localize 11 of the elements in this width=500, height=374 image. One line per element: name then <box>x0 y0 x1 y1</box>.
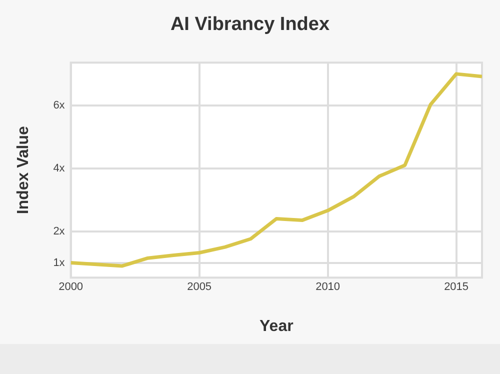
x-tick-label: 2010 <box>316 281 340 294</box>
y-tick-label: 4x <box>53 162 66 174</box>
x-tick-label: 2005 <box>187 281 212 294</box>
x-axis-title: Year <box>260 318 294 335</box>
chart-title: AI Vibrancy Index <box>169 14 331 36</box>
y-tick-label: 6x <box>53 99 66 112</box>
x-tick-label: 2015 <box>444 281 469 294</box>
y-tick-label: 2x <box>53 225 66 238</box>
x-tick-label: 2000 <box>58 281 84 294</box>
y-tick-label: 1x <box>53 256 66 269</box>
y-axis-title: Index Value <box>15 126 32 214</box>
